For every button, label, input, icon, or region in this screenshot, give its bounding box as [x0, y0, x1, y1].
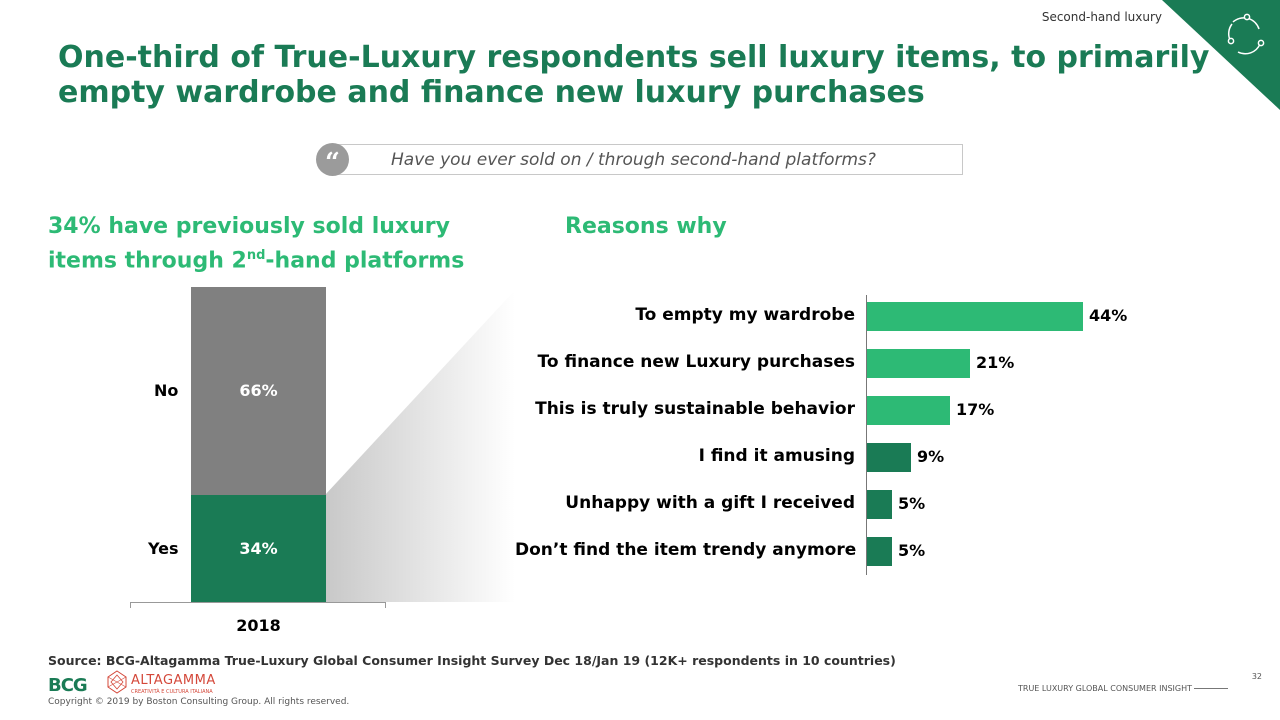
- left-heading: 34% have previously sold luxury items th…: [48, 212, 518, 275]
- quote-icon: “: [316, 143, 349, 178]
- reason-value-label: 9%: [917, 447, 945, 466]
- bcg-logo: BCG: [48, 675, 88, 696]
- x-tick-label: 2018: [236, 616, 281, 635]
- reason-label: To empty my wardrobe: [635, 305, 855, 325]
- bar-value-label-no: 66%: [239, 381, 278, 400]
- altagamma-logo: ALTAGAMMA: [131, 673, 216, 688]
- x-axis-tick-right: [385, 602, 386, 608]
- question-box: Have you ever sold on / through second-h…: [338, 144, 963, 175]
- reason-bar: [867, 396, 950, 425]
- cycle-icon: [1227, 13, 1265, 55]
- x-axis-tick-left: [130, 602, 131, 608]
- zoom-wedge: [325, 290, 515, 602]
- reason-value-label: 44%: [1089, 306, 1128, 325]
- reason-label: Don’t find the item trendy anymore: [515, 540, 857, 560]
- section-tag: Second-hand luxury: [1041, 10, 1162, 24]
- reason-bar: [867, 490, 892, 519]
- report-name: TRUE LUXURY GLOBAL CONSUMER INSIGHT: [1018, 684, 1228, 693]
- reason-value-label: 17%: [956, 400, 995, 419]
- question-text: Have you ever sold on / through second-h…: [391, 150, 876, 170]
- altagamma-emblem-icon: [107, 670, 127, 694]
- bar-value-label-yes: 34%: [239, 538, 278, 558]
- report-name-text: TRUE LUXURY GLOBAL CONSUMER INSIGHT: [1018, 684, 1192, 693]
- page-number: 32: [1251, 672, 1262, 681]
- altagamma-tagline: CREATIVITÀ E CULTURA ITALIANA: [131, 689, 213, 695]
- reason-value-label: 21%: [976, 353, 1015, 372]
- reason-label: I find it amusing: [698, 446, 855, 466]
- reason-bar: [867, 537, 892, 566]
- corner-badge: [1162, 0, 1280, 110]
- left-heading-text: 34% have previously sold luxury items th…: [48, 214, 450, 274]
- legend-label-yes: Yes: [148, 538, 179, 558]
- y-axis-line: [866, 295, 867, 575]
- source-note: Source: BCG-Altagamma True-Luxury Global…: [48, 653, 896, 668]
- copyright: Copyright © 2019 by Boston Consulting Gr…: [48, 697, 350, 707]
- reason-label: To finance new Luxury purchases: [537, 352, 855, 372]
- reason-bar: [867, 443, 911, 472]
- x-axis-line: [130, 602, 386, 603]
- left-heading-sup: nd: [246, 248, 266, 263]
- right-heading: Reasons why: [565, 214, 727, 239]
- reason-value-label: 5%: [898, 541, 926, 560]
- bar-segment-yes: [191, 495, 326, 602]
- reason-value-label: 5%: [898, 494, 926, 513]
- page-title: One-third of True-Luxury respondents sel…: [58, 40, 1210, 110]
- left-heading-text-end: -hand platforms: [265, 248, 465, 274]
- reason-label: Unhappy with a gift I received: [565, 493, 855, 513]
- legend-label-no: No: [154, 381, 179, 400]
- reason-bar: [867, 349, 970, 378]
- bar-segment-no: [191, 287, 326, 495]
- reason-bar: [867, 302, 1083, 331]
- report-name-rule: [1194, 688, 1228, 689]
- reason-label: This is truly sustainable behavior: [535, 399, 855, 419]
